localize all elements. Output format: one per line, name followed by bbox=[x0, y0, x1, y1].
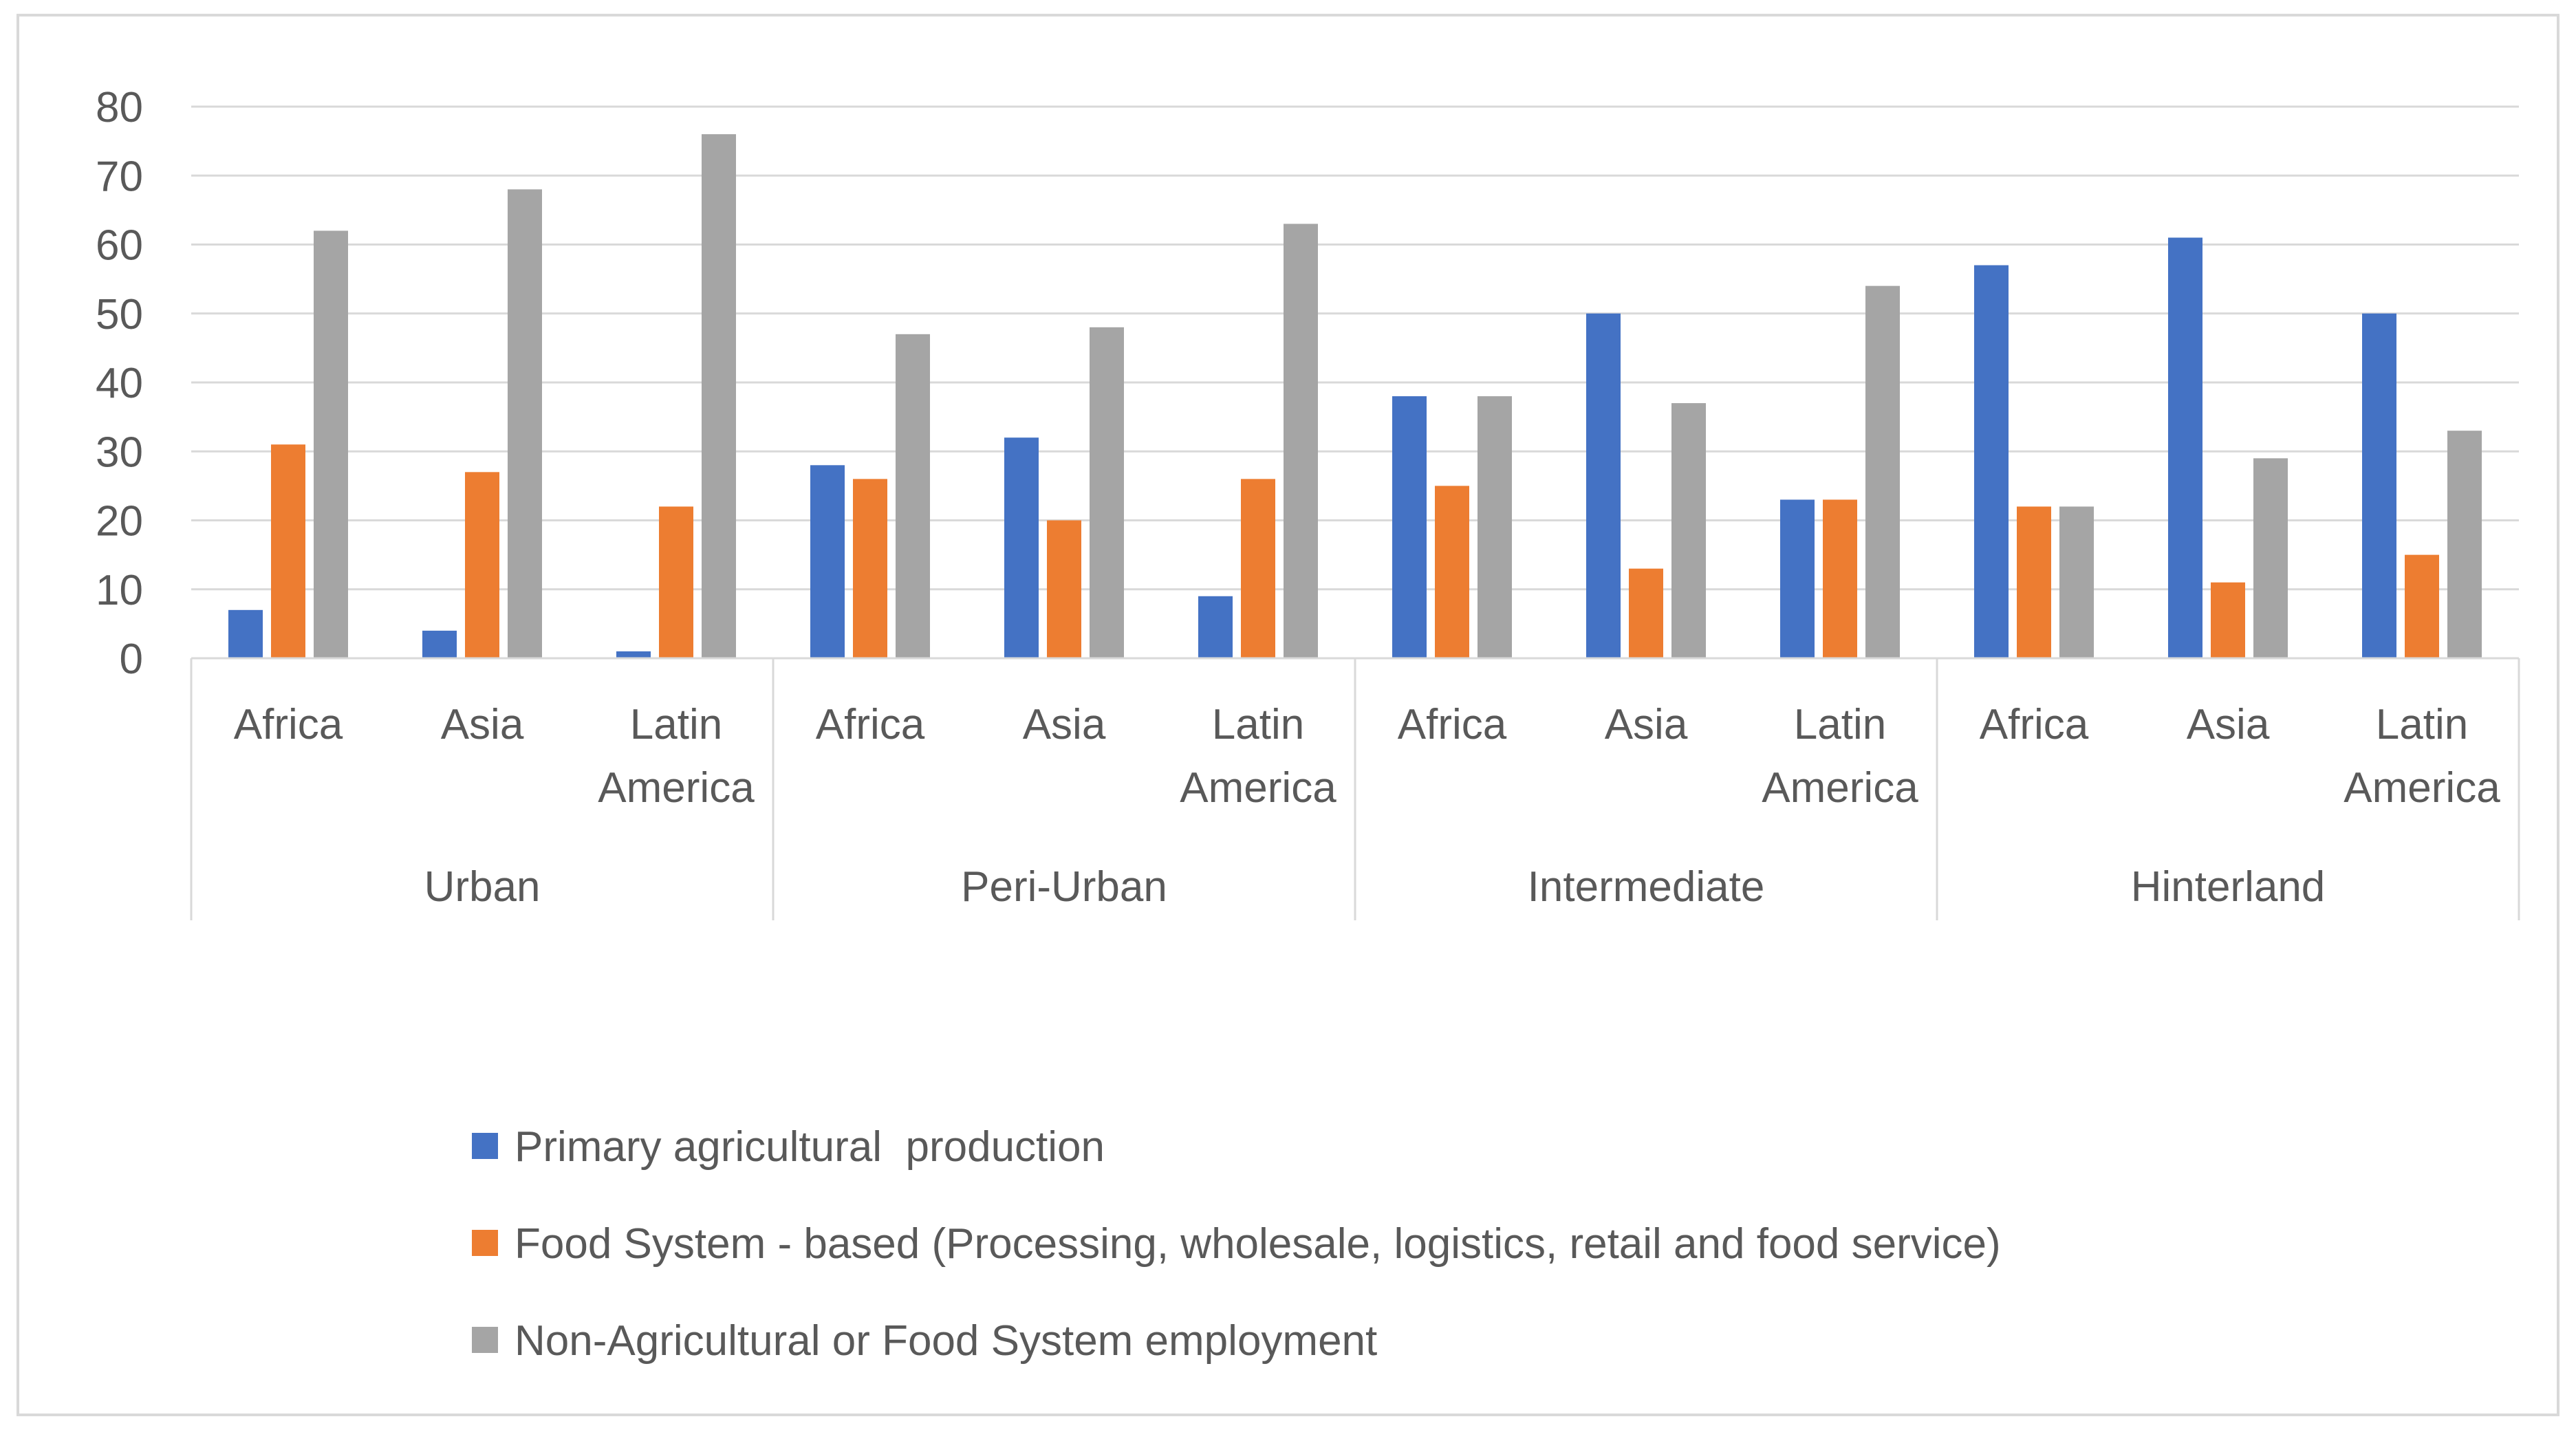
legend-label: Primary agricultural production bbox=[515, 1123, 1105, 1171]
category-label: Africa bbox=[1980, 701, 2089, 748]
category-label: Asia bbox=[1023, 701, 1106, 748]
bar-food bbox=[659, 506, 693, 658]
bar-food bbox=[1823, 499, 1857, 658]
category-label: Asia bbox=[2187, 701, 2270, 748]
bar-primary bbox=[1198, 596, 1233, 658]
y-tick-label: 70 bbox=[96, 153, 143, 200]
category-label: Africa bbox=[234, 701, 343, 748]
bar-primary bbox=[1586, 313, 1621, 658]
y-tick-label: 20 bbox=[96, 498, 143, 545]
category-label: Africa bbox=[1398, 701, 1507, 748]
bar-food bbox=[1435, 486, 1469, 658]
bar-nonagricultural bbox=[1090, 327, 1124, 658]
category-label: Latin bbox=[630, 701, 722, 748]
bar-food bbox=[271, 444, 305, 658]
y-tick-label: 80 bbox=[96, 84, 143, 131]
y-tick-label: 60 bbox=[96, 222, 143, 270]
y-tick-label: 50 bbox=[96, 291, 143, 338]
legend-label: Food System - based (Processing, wholesa… bbox=[515, 1220, 2001, 1268]
bar-nonagricultural bbox=[1478, 396, 1512, 658]
category-label: America bbox=[2344, 764, 2500, 812]
bar-food bbox=[465, 472, 499, 658]
bar-primary bbox=[1392, 396, 1427, 658]
bar-primary bbox=[2362, 313, 2396, 658]
category-label: Asia bbox=[441, 701, 524, 748]
bar-food bbox=[2405, 554, 2439, 658]
y-tick-label: 0 bbox=[120, 636, 143, 683]
category-label: Latin bbox=[1212, 701, 1304, 748]
category-label: Latin bbox=[2376, 701, 2468, 748]
bar-primary bbox=[228, 609, 263, 658]
bar-primary bbox=[810, 465, 845, 658]
category-label: Asia bbox=[1605, 701, 1688, 748]
bar-food bbox=[853, 479, 887, 658]
value-axis: 0 10 20 30 40 50 60 70 80 bbox=[96, 84, 143, 683]
category-label: America bbox=[1762, 764, 1918, 812]
bar-primary bbox=[1974, 265, 2009, 658]
group-label: Intermediate bbox=[1528, 863, 1765, 911]
bar-nonagricultural bbox=[2447, 431, 2482, 658]
group-label: Peri-Urban bbox=[961, 863, 1167, 911]
bar-nonagricultural bbox=[2059, 506, 2094, 658]
bar-primary bbox=[422, 630, 457, 658]
legend-swatch bbox=[472, 1327, 498, 1353]
gridlines bbox=[191, 105, 2519, 591]
group-label: Hinterland bbox=[2131, 863, 2326, 911]
bar-primary bbox=[2168, 237, 2202, 659]
bar-nonagricultural bbox=[1284, 224, 1318, 658]
bar-nonagricultural bbox=[1671, 403, 1706, 658]
bar-nonagricultural bbox=[2253, 458, 2288, 658]
category-label: Africa bbox=[816, 701, 925, 748]
bar-food bbox=[2211, 582, 2245, 658]
category-axis: Africa Asia Latin America Urban Africa Asia Lat… bbox=[190, 657, 2520, 920]
bar-primary bbox=[1004, 437, 1039, 658]
bar-food bbox=[1629, 568, 1663, 658]
bars bbox=[228, 134, 2482, 659]
y-tick-label: 10 bbox=[96, 567, 143, 614]
bar-nonagricultural bbox=[314, 230, 348, 658]
y-tick-label: 40 bbox=[96, 360, 143, 407]
legend: Primary agricultural production Food Syst… bbox=[472, 1123, 2001, 1365]
bar-primary bbox=[616, 651, 651, 658]
legend-label: Non-Agricultural or Food System employme… bbox=[515, 1317, 1377, 1365]
bar-nonagricultural bbox=[508, 189, 542, 658]
bar-nonagricultural bbox=[1865, 285, 1900, 658]
category-label: America bbox=[598, 764, 755, 812]
bar-nonagricultural bbox=[702, 134, 736, 659]
bar-food bbox=[2017, 506, 2051, 658]
category-label: America bbox=[1180, 764, 1336, 812]
group-label: Urban bbox=[424, 863, 541, 911]
legend-swatch bbox=[472, 1230, 498, 1256]
bar-food bbox=[1241, 479, 1275, 658]
bar-primary bbox=[1780, 499, 1815, 658]
y-tick-label: 30 bbox=[96, 429, 143, 476]
bar-food bbox=[1047, 520, 1081, 658]
category-label: Latin bbox=[1794, 701, 1886, 748]
bar-nonagricultural bbox=[896, 334, 930, 658]
legend-swatch bbox=[472, 1133, 498, 1159]
